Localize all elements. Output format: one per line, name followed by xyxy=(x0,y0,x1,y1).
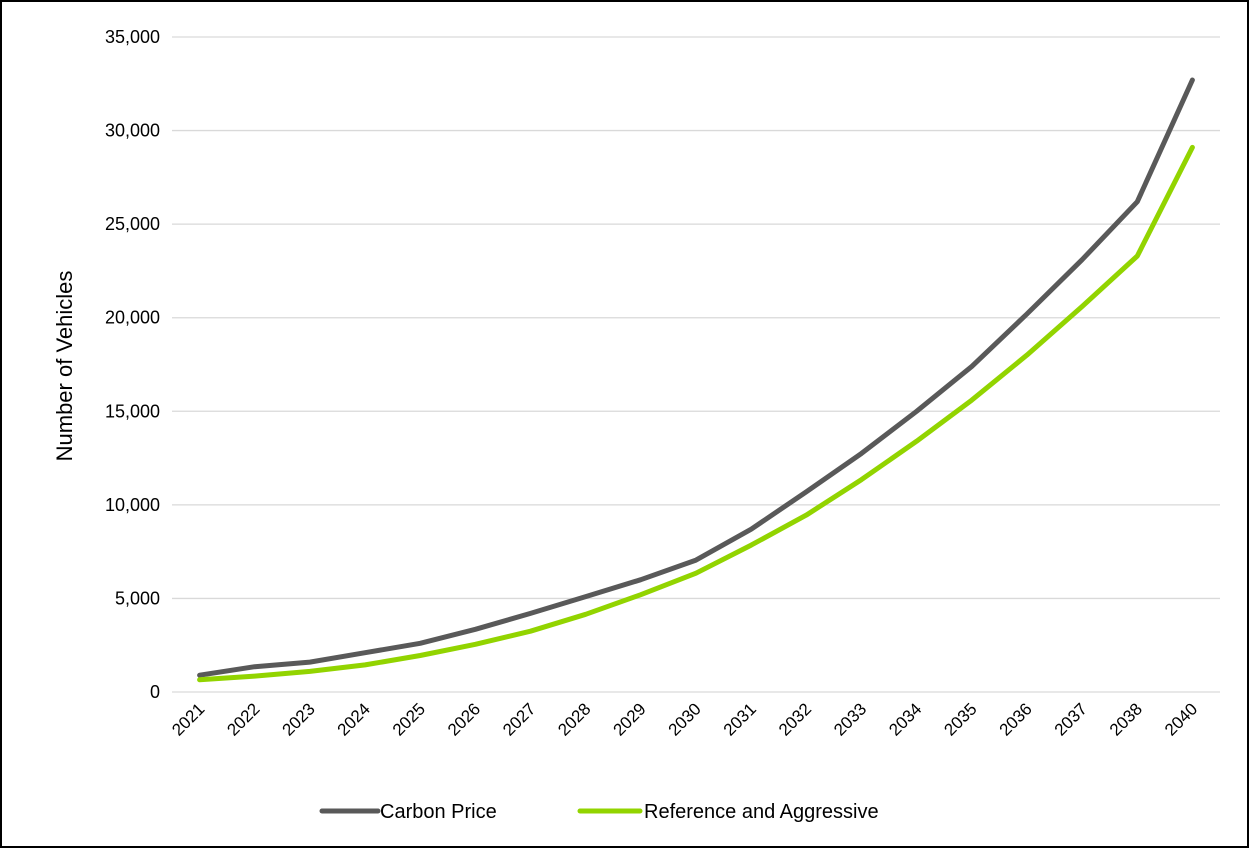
x-tick-label: 2040 xyxy=(1161,699,1201,739)
x-tick-label: 2037 xyxy=(1051,699,1091,739)
legend-label: Reference and Aggressive xyxy=(644,801,879,823)
x-tick-label: 2030 xyxy=(665,699,705,739)
x-tick-label: 2022 xyxy=(223,699,263,739)
x-tick-label: 2024 xyxy=(334,699,374,739)
x-axis-ticks: 2021 2022 2023 2024 2025 2026 2027 2028 2029 2030… xyxy=(168,699,1201,739)
legend-label: Carbon Price xyxy=(380,801,497,823)
x-tick-label: 2033 xyxy=(830,699,870,739)
x-tick-label: 2026 xyxy=(444,699,484,739)
x-tick-label: 2025 xyxy=(389,699,429,739)
y-tick-label: 25,000 xyxy=(105,214,160,234)
series-line-carbon-price xyxy=(197,77,1195,678)
legend: Carbon Price Reference and Aggressive xyxy=(319,801,879,823)
x-tick-label: 2029 xyxy=(609,699,649,739)
y-axis-title: Number of Vehicles xyxy=(52,271,77,462)
x-tick-label: 2027 xyxy=(499,699,539,739)
x-tick-label: 2038 xyxy=(1106,699,1146,739)
x-tick-label: 2021 xyxy=(168,699,208,739)
x-tick-label: 2034 xyxy=(885,699,925,739)
gridlines xyxy=(172,36,1220,693)
y-tick-label: 15,000 xyxy=(105,401,160,421)
x-tick-label: 2032 xyxy=(775,699,815,739)
y-tick-label: 10,000 xyxy=(105,495,160,515)
x-tick-label: 2031 xyxy=(720,699,760,739)
y-tick-label: 0 xyxy=(150,682,160,702)
legend-item-reference-and-aggressive: Reference and Aggressive xyxy=(577,801,879,823)
x-tick-label: 2036 xyxy=(996,699,1036,739)
series-line-reference-and-aggressive xyxy=(197,144,1195,683)
series-lines xyxy=(197,77,1195,683)
y-axis-ticks: 0 5,000 10,000 15,000 20,000 25,000 30,000 35,0… xyxy=(105,27,160,702)
legend-item-carbon-price: Carbon Price xyxy=(319,801,497,823)
y-tick-label: 30,000 xyxy=(105,121,160,141)
y-tick-label: 35,000 xyxy=(105,27,160,47)
y-tick-label: 5,000 xyxy=(115,588,160,608)
x-tick-label: 2023 xyxy=(279,699,319,739)
x-tick-label: 2028 xyxy=(554,699,594,739)
x-tick-label: 2035 xyxy=(940,699,980,739)
y-tick-label: 20,000 xyxy=(105,308,160,328)
